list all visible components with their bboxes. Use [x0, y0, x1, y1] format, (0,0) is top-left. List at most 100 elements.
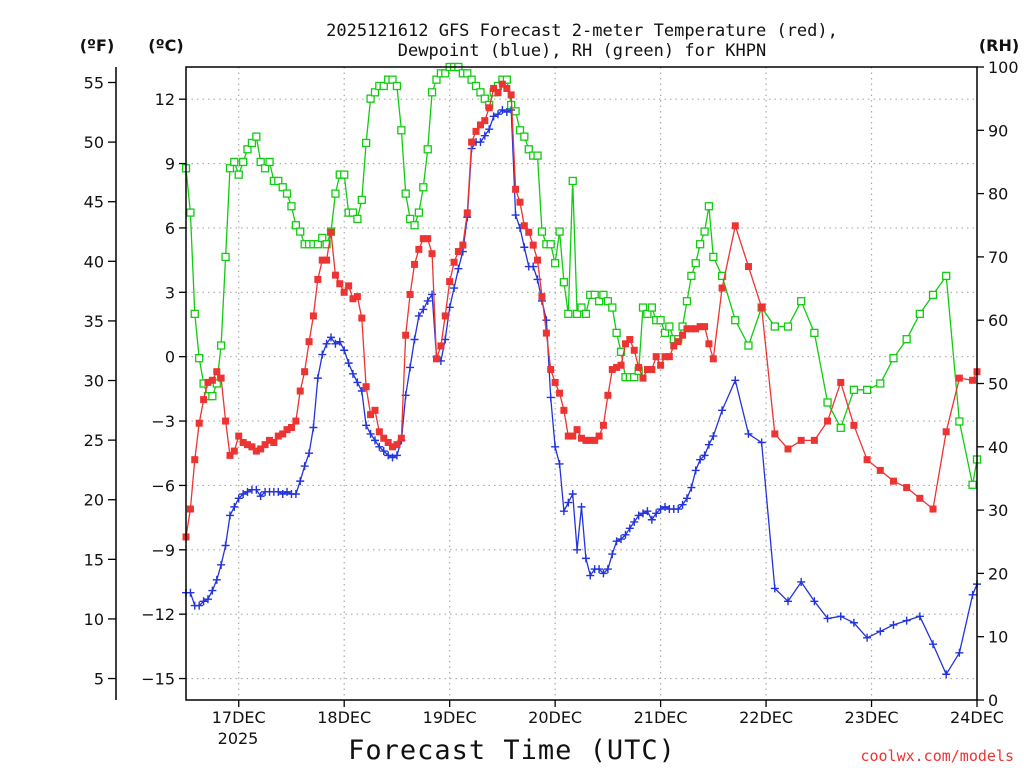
rh-point [357, 195, 366, 205]
temperature-point [863, 456, 871, 464]
y-tick-label-c: 3 [165, 283, 175, 302]
dewpoint-point [476, 138, 485, 147]
rh-point [647, 303, 656, 312]
dewpoint-point [388, 453, 397, 462]
y-tick-label-f: 45 [84, 193, 104, 212]
dewpoint-point [454, 264, 463, 273]
rh-point [520, 132, 529, 141]
rh-point [441, 69, 450, 78]
y-tick-label-f: 15 [84, 550, 104, 569]
temperature-point [876, 466, 884, 474]
rh-point [195, 354, 204, 363]
temperature-point [437, 342, 445, 350]
rh-point [247, 138, 257, 148]
dewpoint-point [757, 438, 766, 447]
dewpoint-point [577, 502, 586, 511]
rh-point [524, 145, 533, 154]
temperature-point [450, 258, 458, 266]
rh-point [612, 328, 621, 338]
temperature-point [701, 323, 709, 331]
rh-point [392, 81, 402, 91]
temperature-point [481, 117, 489, 125]
rh-point [968, 480, 977, 489]
dewpoint-point [296, 477, 305, 486]
temperature-point [213, 368, 221, 376]
temperature-point [393, 441, 401, 449]
dewpoint-point [634, 511, 643, 520]
temperature-point [744, 263, 752, 271]
y-tick-label-f: 40 [84, 252, 104, 271]
dewpoint-point [559, 507, 568, 516]
y-tick-label-f: 50 [84, 133, 104, 152]
dewpoint-point [652, 509, 661, 518]
temperature-point [380, 434, 388, 442]
chart-title-line1: 2025121612 GFS Forecast 2-meter Temperat… [326, 21, 838, 41]
temperature-point [406, 290, 414, 298]
dewpoint-point [731, 376, 740, 385]
rh-point [665, 322, 674, 331]
dewpoint-point [340, 346, 349, 355]
temperature-point [599, 421, 607, 429]
temperature-point [679, 331, 687, 339]
rh-point [783, 322, 793, 331]
temperature-point [573, 426, 581, 434]
y-tick-label-rh: 90 [988, 121, 1008, 140]
dewpoint-point [313, 374, 322, 383]
dewpoint-point [687, 483, 696, 492]
dewpoint-point [656, 505, 665, 514]
right-axis-unit-rh: (RH) [979, 36, 1019, 55]
rh-point [260, 164, 270, 173]
temperature-point [613, 363, 621, 371]
dewpoint-point [770, 584, 779, 593]
y-tick-label-c: 0 [165, 348, 175, 367]
temperature-point [375, 428, 383, 436]
y-tick-label-f: 5 [94, 670, 104, 689]
rh-point [696, 240, 705, 249]
rh-point [318, 233, 327, 243]
dewpoint-point [718, 406, 727, 415]
dewpoint-point [195, 601, 204, 610]
temperature-point [657, 361, 665, 369]
rh-point [915, 309, 924, 319]
rh-point [928, 290, 938, 300]
rh-point [502, 75, 511, 84]
dewpoint-point [700, 451, 709, 460]
dewpoint-point [217, 560, 226, 569]
dewpoint-point [414, 311, 423, 320]
dewpoint-point [318, 350, 327, 359]
rh-point [559, 278, 569, 287]
temperature-point [525, 228, 533, 236]
dewpoint-point [836, 612, 845, 621]
rh-point [797, 297, 806, 306]
dewpoint-point [327, 333, 336, 342]
dewpoint-point [366, 429, 375, 438]
dewpoint-point [502, 108, 511, 117]
dewpoint-point [274, 487, 283, 496]
temperature-point [648, 366, 656, 374]
dewpoint-point [511, 211, 520, 220]
dewpoint-point [384, 451, 393, 460]
temperature-point [578, 434, 585, 442]
dewpoint-point [428, 290, 437, 299]
dewpoint-point [410, 335, 419, 344]
x-tick-label: 24DEC [950, 708, 1004, 727]
temperature-point [191, 456, 199, 464]
dewpoint-point [915, 612, 924, 621]
temperature-point [257, 445, 265, 453]
y-tick-label-f: 10 [84, 610, 104, 629]
dewpoint-point [278, 490, 287, 499]
dewpoint-point [203, 595, 212, 604]
temperature-point [446, 278, 454, 286]
dewpoint-point [234, 494, 243, 503]
y-tick-label-c: −12 [141, 605, 175, 624]
temperature-point [564, 432, 572, 440]
dewpoint-point [357, 387, 366, 396]
rh-point [340, 170, 349, 179]
x-tick-label: 19DEC [423, 708, 477, 727]
y-tick-label-rh: 40 [988, 438, 1008, 457]
rh-point [480, 94, 489, 103]
x-year-label: 2025 [218, 729, 259, 748]
rh-point [243, 145, 252, 154]
dewpoint-point [955, 648, 964, 657]
temperature-point [547, 366, 555, 374]
